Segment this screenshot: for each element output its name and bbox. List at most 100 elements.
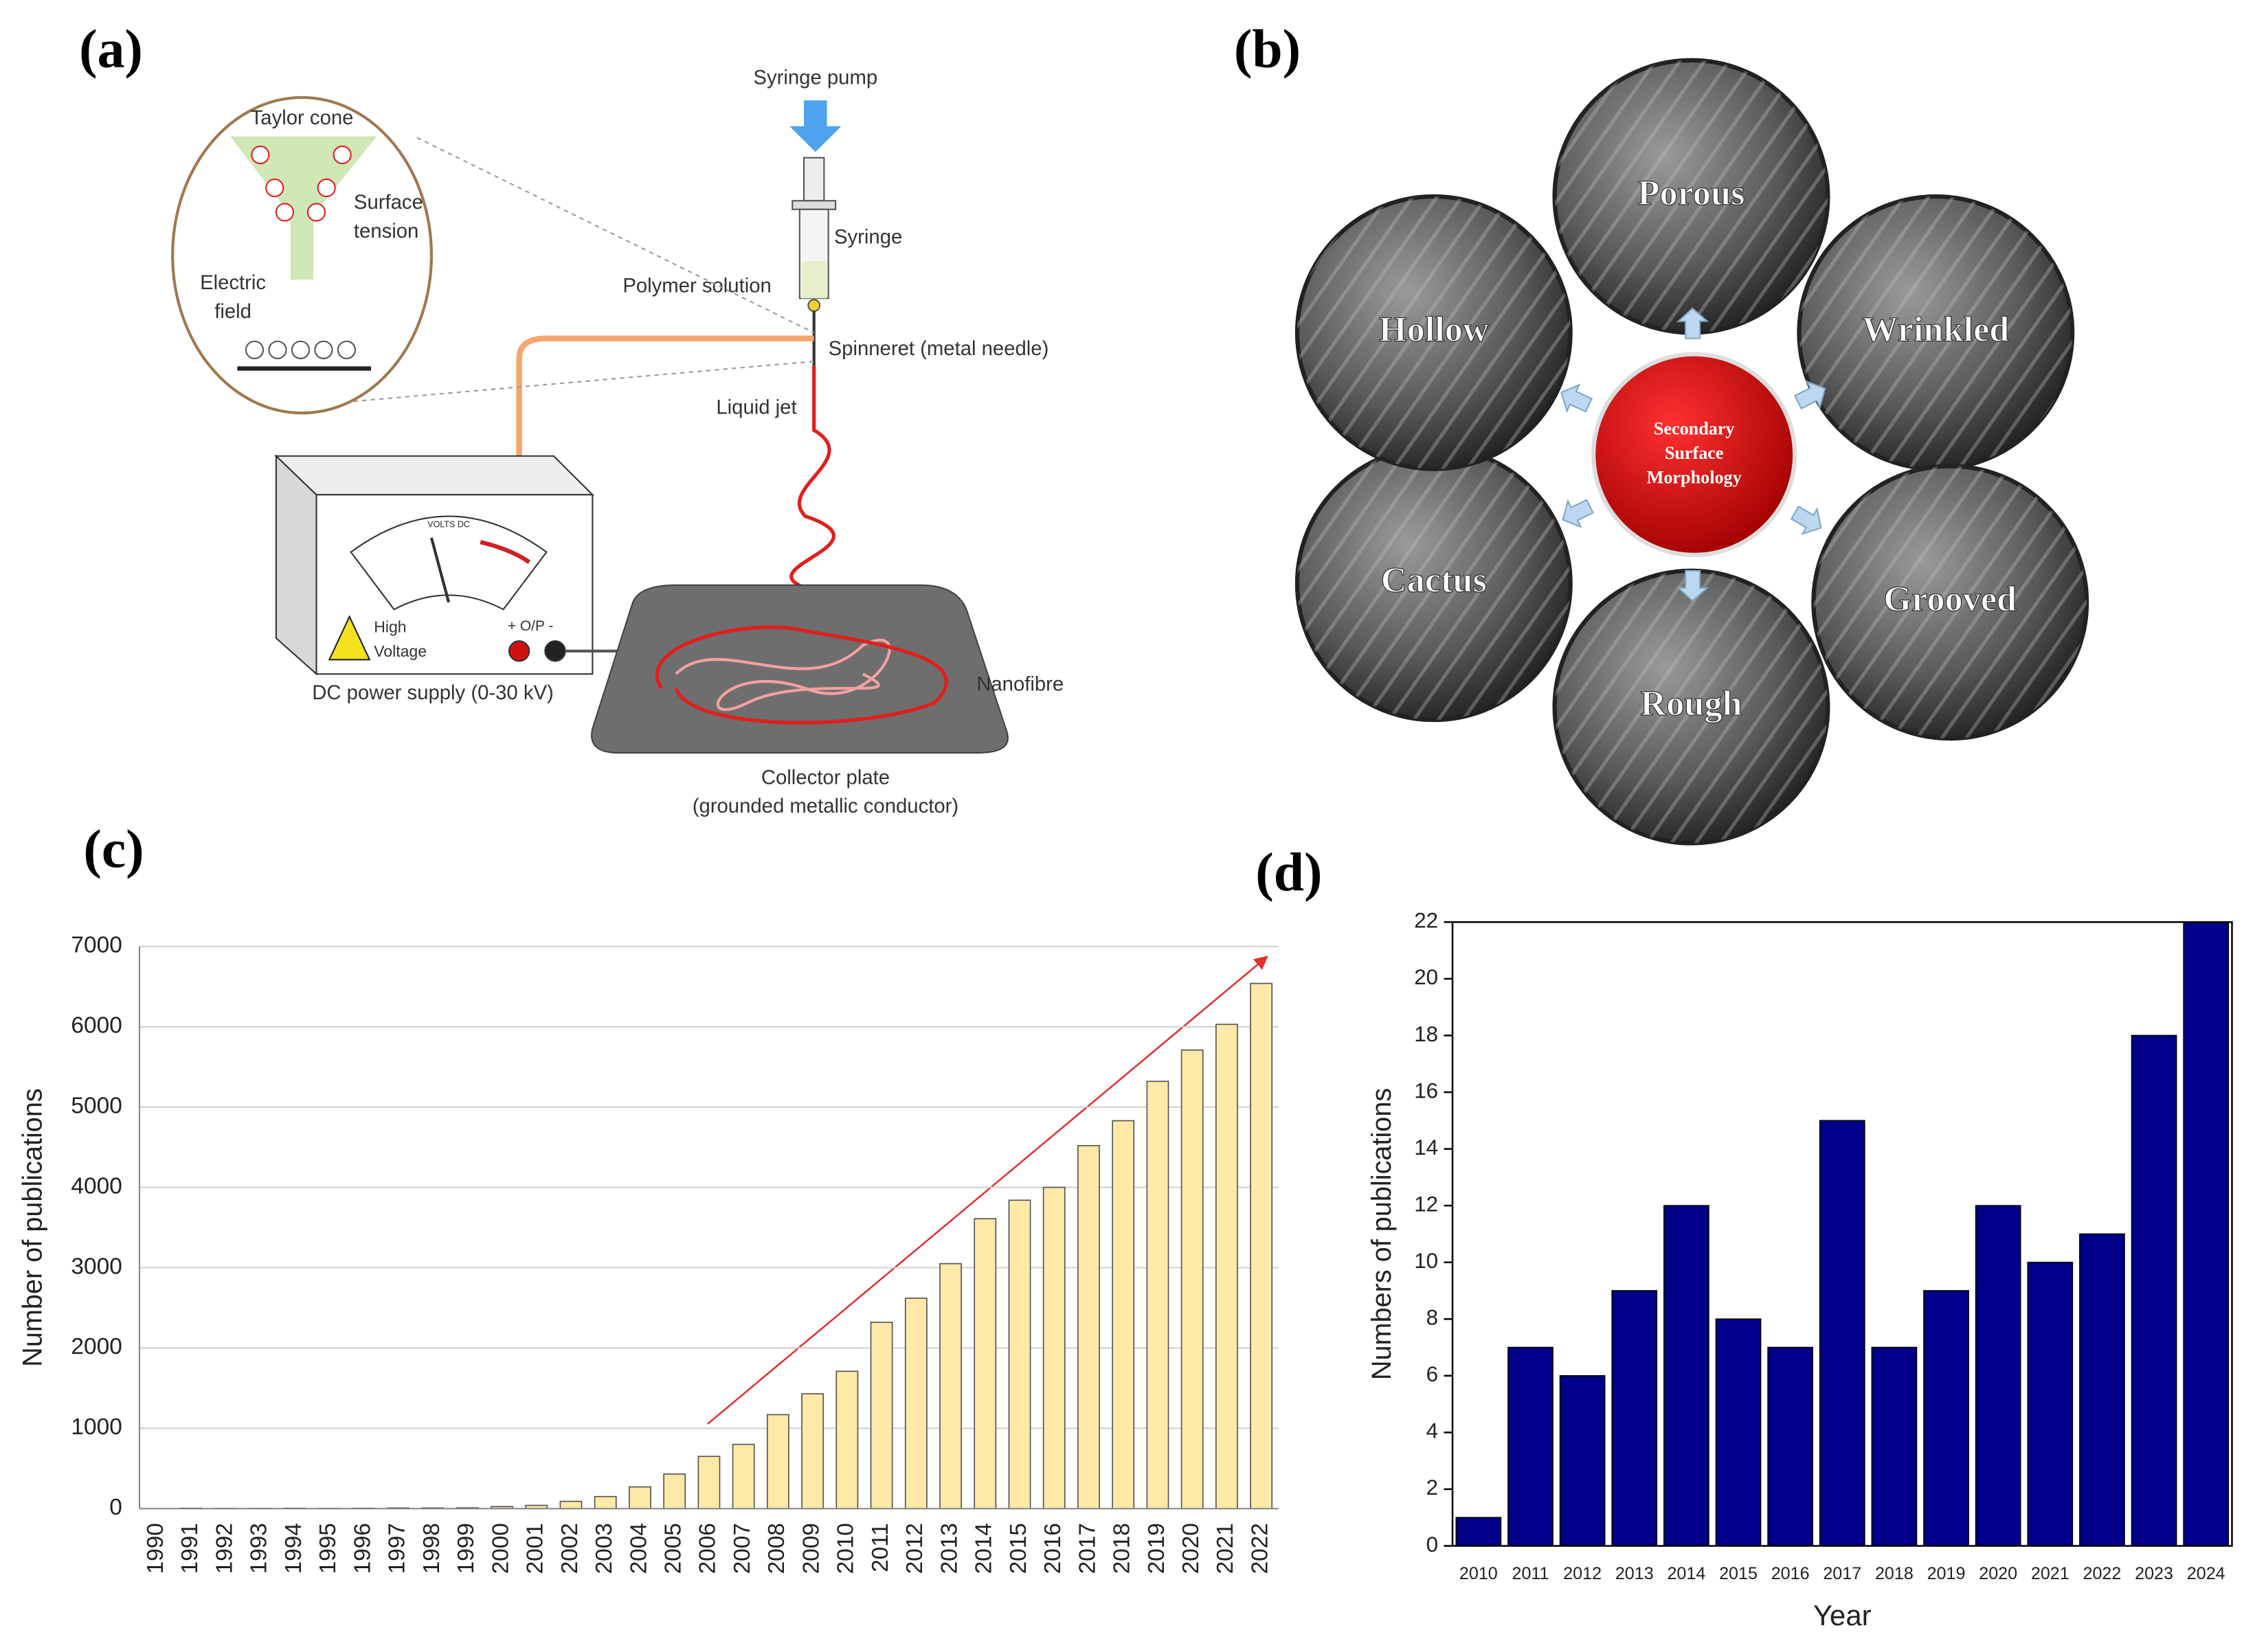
label: Nanofibre <box>976 674 1064 696</box>
label: Polymer solution <box>622 275 771 297</box>
taylor-cone <box>229 136 377 280</box>
label: High <box>374 618 406 635</box>
label: + O/P - <box>508 618 554 634</box>
label: Taylor cone <box>251 107 354 129</box>
x-tick-label: 1995 <box>315 1523 341 1574</box>
panel-label: (c) <box>83 819 144 880</box>
label: VOLTS DC <box>427 519 470 529</box>
x-axis-label: Year <box>1813 1599 1872 1631</box>
bar <box>559 1500 583 1510</box>
bar <box>1042 1186 1066 1510</box>
x-tick-label: 2006 <box>695 1523 721 1574</box>
morphology-diagram: Porous Wrinkled Grooved Rough Cactus Hollow Se… <box>1294 58 2089 846</box>
x-tick-label: 2001 <box>523 1523 548 1574</box>
y-tick-label: 0 <box>1426 1532 1438 1557</box>
x-tick-label: 2012 <box>902 1523 928 1574</box>
y-tick-label: 6 <box>1426 1362 1438 1386</box>
bar <box>1559 1375 1606 1547</box>
bar <box>1767 1346 1814 1547</box>
x-tick-label: 2018 <box>1110 1523 1135 1574</box>
y-tick-label: 6000 <box>71 1013 122 1039</box>
y-tick-label: 4 <box>1426 1419 1438 1443</box>
warning-icon <box>328 615 371 661</box>
label: tension <box>354 220 418 242</box>
charge <box>251 145 270 165</box>
x-tick-label: 2002 <box>557 1523 583 1574</box>
charge <box>314 340 333 359</box>
x-tick-label: 2024 <box>2187 1564 2225 1583</box>
bar <box>870 1322 893 1510</box>
bar <box>1923 1290 1969 1547</box>
y-tick-label: 14 <box>1414 1135 1438 1159</box>
y-tick-label: 10 <box>1414 1249 1438 1273</box>
x-tick-label: 2013 <box>936 1523 962 1574</box>
bar <box>1819 1120 1865 1547</box>
x-tick-label: 2017 <box>1075 1523 1100 1574</box>
center-label: Surface <box>1665 443 1724 463</box>
y-tick-label: 18 <box>1414 1022 1438 1046</box>
bar <box>1611 1290 1658 1547</box>
label: Syringe <box>834 226 902 248</box>
x-tick-label: 2011 <box>1512 1564 1549 1583</box>
x-tick-label: 2021 <box>2031 1564 2069 1583</box>
y-tick-label: 2 <box>1426 1475 1438 1500</box>
charge <box>333 145 352 165</box>
morphology-label: Porous <box>1637 173 1744 213</box>
sem-texture <box>1813 466 2087 739</box>
bar <box>1715 1318 1762 1547</box>
bar <box>697 1456 721 1510</box>
morphology-label: Wrinkled <box>1862 309 2009 349</box>
center-circle <box>1591 352 1797 558</box>
label: (grounded metallic conductor) <box>693 795 958 817</box>
fibre-mat <box>675 638 891 712</box>
bar <box>1077 1144 1100 1510</box>
bar <box>766 1414 789 1510</box>
bar <box>1146 1080 1169 1510</box>
label: DC power supply (0-30 kV) <box>312 682 554 704</box>
x-tick-label: 2012 <box>1563 1564 1602 1583</box>
arrow <box>1790 506 1822 535</box>
center-label: Morphology <box>1647 467 1742 487</box>
y-tick-label: 22 <box>1414 909 1438 933</box>
needle <box>429 537 451 603</box>
x-tick-label: 1992 <box>212 1523 237 1574</box>
morphology-label: Grooved <box>1883 579 2017 619</box>
bar <box>939 1263 962 1510</box>
charge <box>265 178 284 198</box>
bar <box>2183 921 2230 1547</box>
x-tick-label: 1993 <box>247 1523 272 1574</box>
x-tick-label: 2011 <box>868 1523 893 1572</box>
charge <box>268 340 287 359</box>
panel-label: (d) <box>1255 842 1322 903</box>
arrow <box>789 100 842 152</box>
bar <box>904 1298 928 1510</box>
bar <box>1975 1205 2021 1547</box>
sem-texture <box>1799 196 2073 469</box>
x-tick-label: 1991 <box>177 1523 203 1574</box>
charge <box>337 340 357 359</box>
charge <box>245 340 265 359</box>
x-tick-label: 1994 <box>281 1523 306 1574</box>
x-tick-label: 2016 <box>1040 1523 1066 1574</box>
bar <box>663 1473 686 1510</box>
x-tick-label: 2021 <box>1213 1523 1238 1574</box>
morphology-label: Hollow <box>1379 309 1489 349</box>
bar <box>835 1370 859 1510</box>
sem-texture <box>1554 60 1828 333</box>
bar <box>1215 1023 1238 1510</box>
plunger <box>803 157 825 202</box>
y-tick-label: 3000 <box>71 1254 122 1279</box>
x-tick-label: 2020 <box>1178 1523 1204 1574</box>
bar <box>1871 1346 1918 1547</box>
sem-texture <box>1554 570 1828 844</box>
arrow <box>1562 499 1594 528</box>
syringe-flange <box>792 200 837 210</box>
y-tick-label: 0 <box>109 1495 122 1520</box>
x-tick-label: 1997 <box>385 1523 410 1574</box>
arrow <box>1560 383 1593 414</box>
zoom-line <box>416 137 815 334</box>
y-axis-label: Number of publications <box>18 1088 48 1367</box>
label: Surface <box>354 192 423 214</box>
bar <box>629 1486 651 1510</box>
bar <box>1250 982 1273 1510</box>
